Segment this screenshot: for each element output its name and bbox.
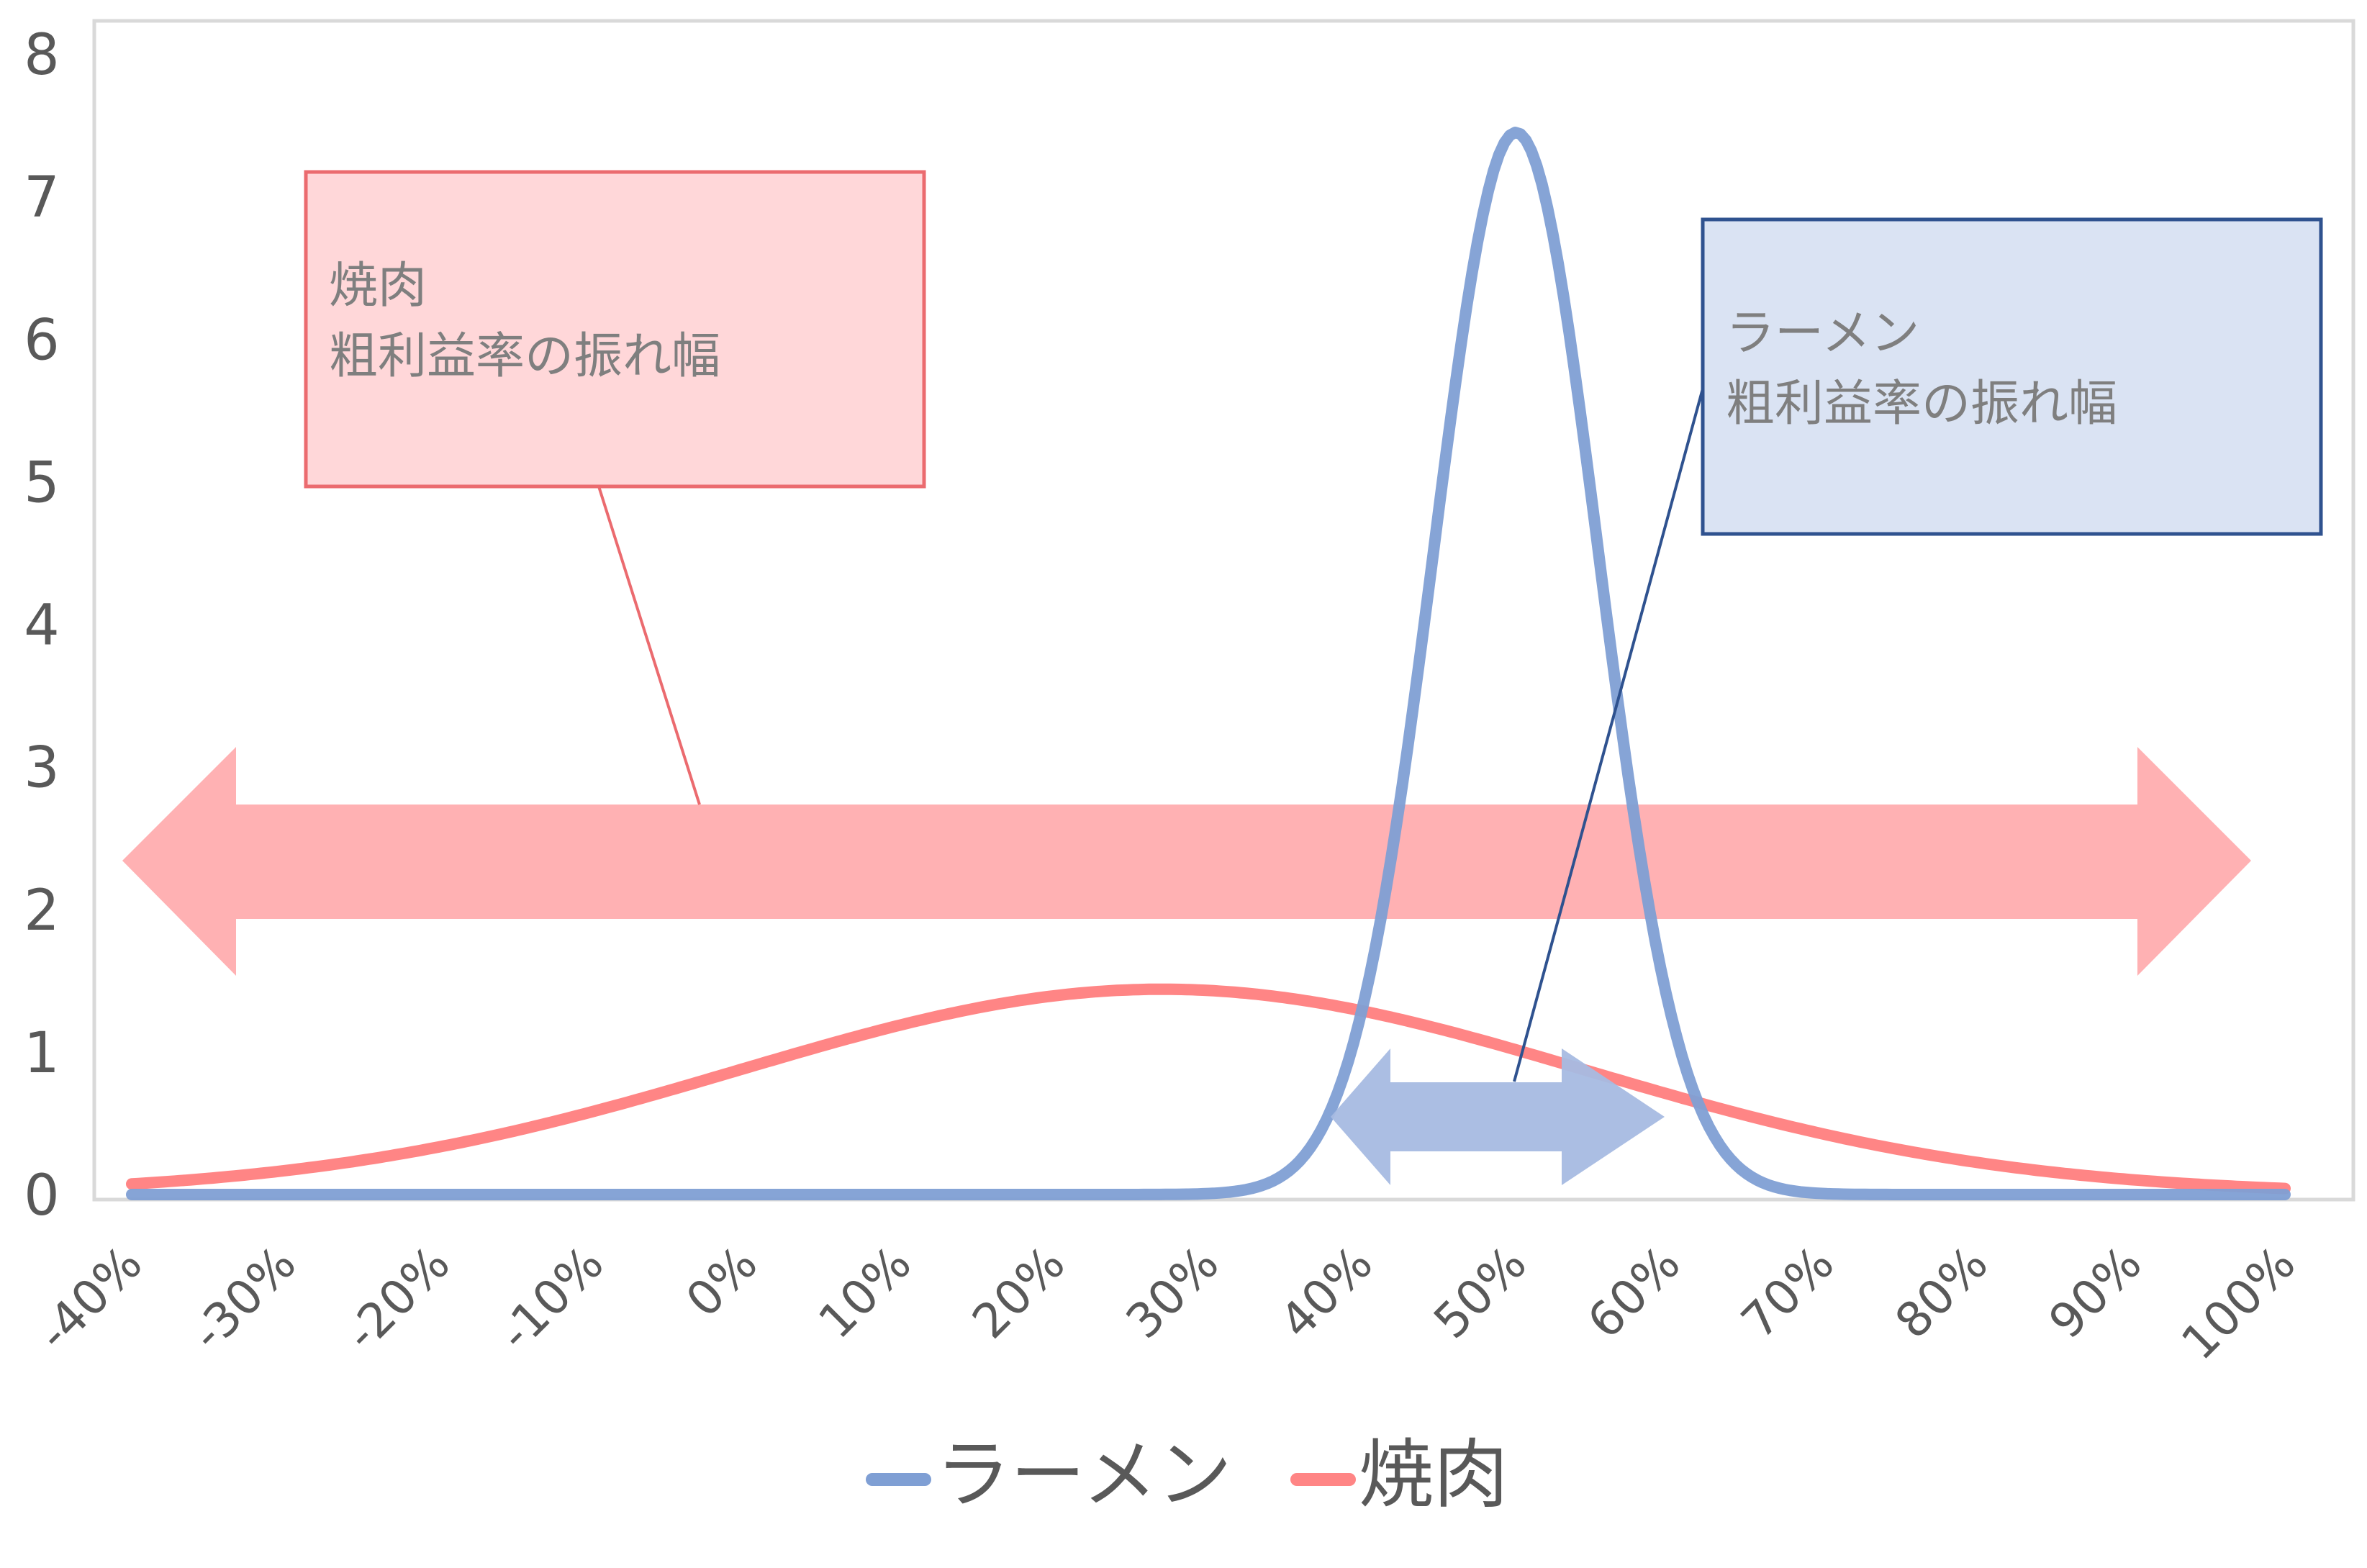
yakiniku-callout-box <box>304 170 926 489</box>
x-tick-label: 40% <box>1270 1236 1383 1349</box>
ramen-callout: ラーメン 粗利益率の振れ幅 <box>1513 217 2323 1082</box>
ramen-callout-line2: 粗利益率の振れ幅 <box>1726 376 2117 432</box>
legend-item-ramen[interactable]: ラーメン <box>866 1431 1232 1518</box>
x-tick-label: -10% <box>488 1236 614 1361</box>
series-line-ramen <box>126 127 2291 1200</box>
x-axis-labels: -40% -30% -20% -10% 0% 10% 20% 30% 40% 50% 60% 70% 8… <box>27 1236 2306 1371</box>
x-tick-label: 0% <box>676 1236 768 1328</box>
yakiniku-callout-line1: 焼肉 <box>329 258 427 314</box>
y-tick-label: 5 <box>24 450 60 515</box>
y-tick-label: 1 <box>24 1021 60 1086</box>
x-tick-label: -40% <box>27 1236 153 1361</box>
ramen-callout-leader <box>1513 388 1704 1082</box>
series-line-yakiniku <box>126 983 2291 1195</box>
legend-label-yakiniku: 焼肉 <box>1359 1431 1508 1518</box>
yakiniku-callout: 焼肉 粗利益率の振れ幅 <box>304 170 926 805</box>
yakiniku-callout-leader <box>597 486 701 805</box>
plot-area-border <box>92 19 2355 1202</box>
x-tick-label: 20% <box>961 1236 1075 1349</box>
x-tick-label: 10% <box>808 1236 922 1349</box>
x-tick-label: 80% <box>1885 1236 1999 1349</box>
legend-item-yakiniku[interactable]: 焼肉 <box>1290 1431 1508 1518</box>
x-tick-label: 90% <box>2038 1236 2152 1349</box>
ramen-range-double-arrow <box>1331 1048 1665 1185</box>
y-axis-labels: 0 1 2 3 4 5 6 7 8 <box>24 23 60 1228</box>
x-tick-label: 50% <box>1424 1236 1537 1349</box>
y-tick-label: 4 <box>24 594 60 658</box>
yakiniku-callout-line2: 粗利益率の振れ幅 <box>329 328 720 385</box>
y-tick-label: 2 <box>24 879 60 943</box>
y-tick-label: 3 <box>24 736 60 801</box>
x-tick-label: 70% <box>1731 1236 1845 1349</box>
ramen-callout-box <box>1701 217 2323 536</box>
legend: ラーメン 焼肉 <box>866 1431 1508 1518</box>
x-tick-label: -20% <box>335 1236 461 1361</box>
y-tick-label: 6 <box>24 308 60 373</box>
ramen-callout-line1: ラーメン <box>1726 305 1919 362</box>
x-tick-label: 100% <box>2171 1236 2306 1371</box>
y-tick-label: 7 <box>24 166 60 230</box>
legend-label-ramen: ラーメン <box>936 1431 1232 1518</box>
x-tick-label: -30% <box>181 1236 307 1361</box>
y-tick-label: 8 <box>24 23 60 88</box>
yakiniku-range-double-arrow <box>122 747 2251 976</box>
x-tick-label: 30% <box>1115 1236 1229 1349</box>
y-tick-label: 0 <box>24 1164 60 1228</box>
x-tick-label: 60% <box>1577 1236 1691 1349</box>
